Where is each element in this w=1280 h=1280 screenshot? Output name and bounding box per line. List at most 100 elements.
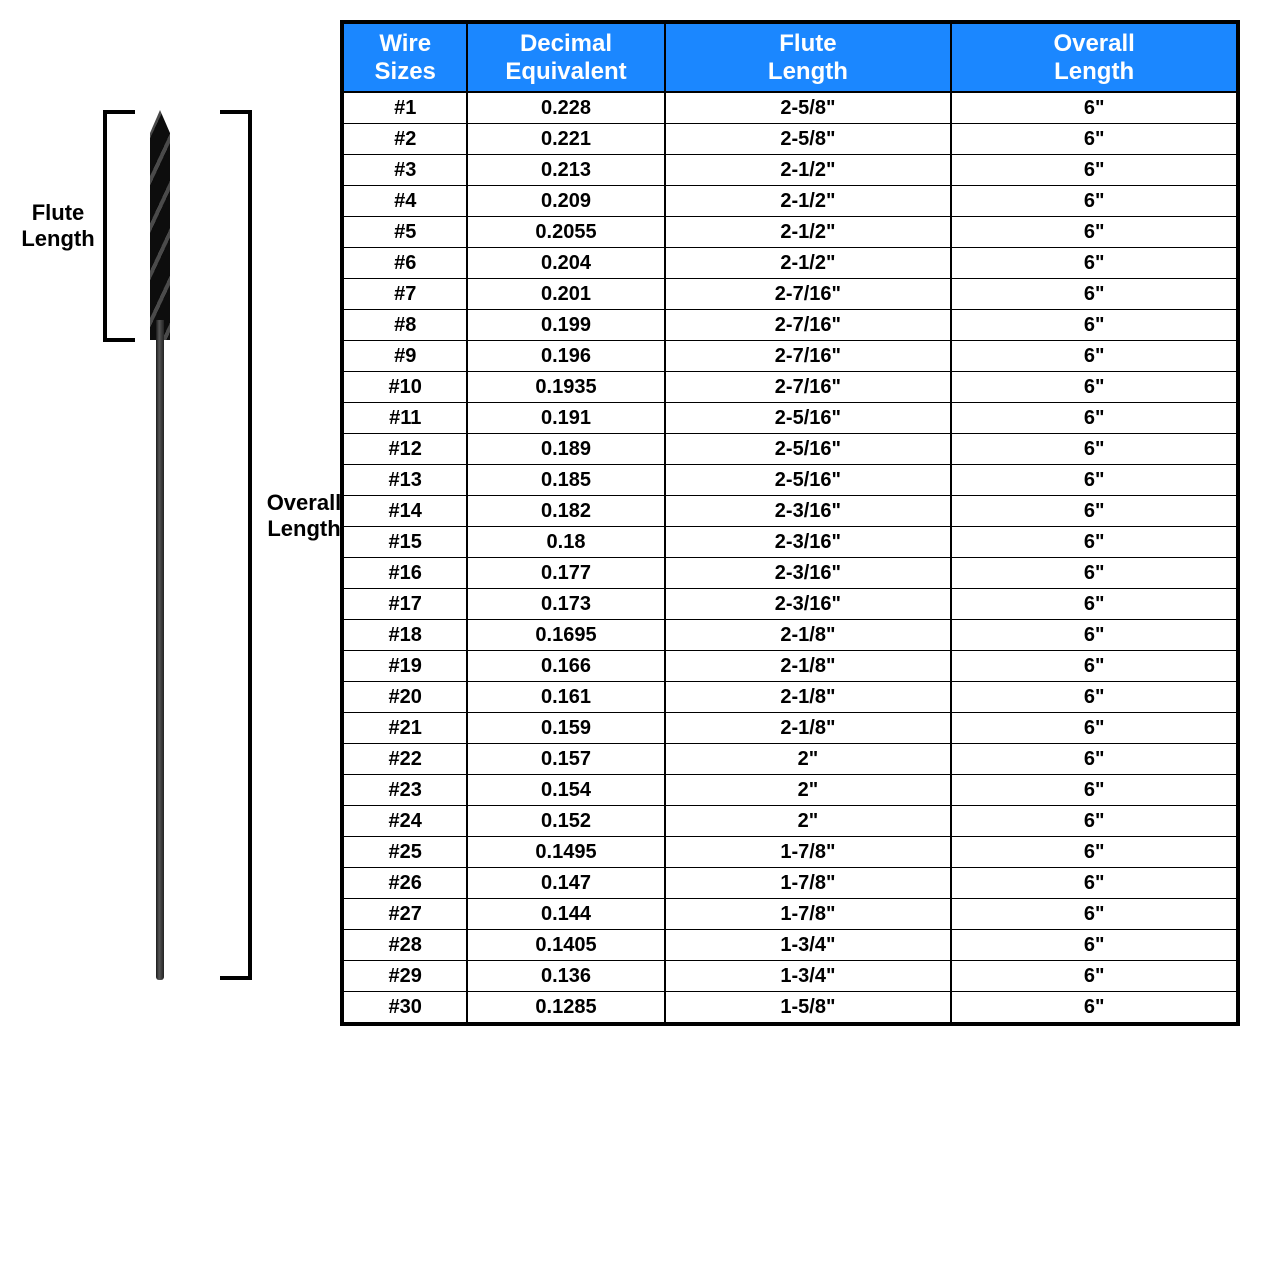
- table-cell: #16: [342, 558, 467, 589]
- table-cell: 0.152: [467, 806, 664, 837]
- table-cell: 0.173: [467, 589, 664, 620]
- table-cell: 0.166: [467, 651, 664, 682]
- size-table: WireSizes DecimalEquivalent FluteLength …: [340, 20, 1240, 1026]
- header-text: OverallLength: [1053, 30, 1134, 85]
- table-row: #250.14951-7/8"6": [342, 837, 1238, 868]
- table-cell: 0.1695: [467, 620, 664, 651]
- table-row: #230.1542"6": [342, 775, 1238, 806]
- table-cell: 6": [951, 248, 1238, 279]
- table-cell: 0.1935: [467, 372, 664, 403]
- table-cell: #4: [342, 186, 467, 217]
- table-cell: 0.157: [467, 744, 664, 775]
- table-cell: 1-7/8": [665, 899, 952, 930]
- table-row: #30.2132-1/2"6": [342, 155, 1238, 186]
- table-row: #180.16952-1/8"6": [342, 620, 1238, 651]
- flute-length-label: Flute Length: [18, 200, 98, 253]
- table-cell: #28: [342, 930, 467, 961]
- flute-bracket-icon: [103, 110, 135, 342]
- table-cell: 2-7/16": [665, 279, 952, 310]
- table-cell: #14: [342, 496, 467, 527]
- table-row: #270.1441-7/8"6": [342, 899, 1238, 930]
- table-cell: 6": [951, 434, 1238, 465]
- table-cell: #9: [342, 341, 467, 372]
- table-row: #140.1822-3/16"6": [342, 496, 1238, 527]
- table-cell: #5: [342, 217, 467, 248]
- table-row: #10.2282-5/8"6": [342, 92, 1238, 124]
- table-cell: #27: [342, 899, 467, 930]
- table-row: #200.1612-1/8"6": [342, 682, 1238, 713]
- table-cell: 0.209: [467, 186, 664, 217]
- table-cell: #11: [342, 403, 467, 434]
- table-cell: #3: [342, 155, 467, 186]
- table-cell: #6: [342, 248, 467, 279]
- table-cell: #13: [342, 465, 467, 496]
- table-cell: 2-1/8": [665, 651, 952, 682]
- table-row: #80.1992-7/16"6": [342, 310, 1238, 341]
- table-cell: 6": [951, 651, 1238, 682]
- table-cell: 0.196: [467, 341, 664, 372]
- table-cell: #15: [342, 527, 467, 558]
- table-cell: 2-5/16": [665, 434, 952, 465]
- table-cell: 6": [951, 868, 1238, 899]
- table-cell: 2-3/16": [665, 527, 952, 558]
- table-cell: 6": [951, 527, 1238, 558]
- table-cell: 6": [951, 155, 1238, 186]
- table-cell: 6": [951, 186, 1238, 217]
- table-cell: 0.1285: [467, 992, 664, 1025]
- table-cell: 0.199: [467, 310, 664, 341]
- table-cell: 2": [665, 806, 952, 837]
- table-cell: 0.18: [467, 527, 664, 558]
- col-overall-length: OverallLength: [951, 22, 1238, 92]
- table-cell: 6": [951, 713, 1238, 744]
- table-cell: 2-1/8": [665, 620, 952, 651]
- table-cell: 0.185: [467, 465, 664, 496]
- table-cell: #26: [342, 868, 467, 899]
- table-cell: 2-7/16": [665, 372, 952, 403]
- header-text: FluteLength: [768, 30, 848, 85]
- table-cell: 2-5/16": [665, 465, 952, 496]
- table-cell: 6": [951, 217, 1238, 248]
- table-row: #160.1772-3/16"6": [342, 558, 1238, 589]
- table-row: #260.1471-7/8"6": [342, 868, 1238, 899]
- table-cell: 6": [951, 620, 1238, 651]
- table-cell: #25: [342, 837, 467, 868]
- col-flute-length: FluteLength: [665, 22, 952, 92]
- table-cell: 6": [951, 403, 1238, 434]
- table-header-row: WireSizes DecimalEquivalent FluteLength …: [342, 22, 1238, 92]
- overall-length-label: Overall Length: [264, 490, 344, 543]
- table-cell: 2-1/2": [665, 248, 952, 279]
- table-cell: 6": [951, 930, 1238, 961]
- table-cell: 1-7/8": [665, 868, 952, 899]
- table-cell: 0.154: [467, 775, 664, 806]
- table-cell: #19: [342, 651, 467, 682]
- table-cell: 6": [951, 341, 1238, 372]
- table-cell: #30: [342, 992, 467, 1025]
- table-cell: 0.191: [467, 403, 664, 434]
- table-cell: 6": [951, 496, 1238, 527]
- table-row: #220.1572"6": [342, 744, 1238, 775]
- table-cell: #18: [342, 620, 467, 651]
- table-cell: 0.2055: [467, 217, 664, 248]
- table-row: #170.1732-3/16"6": [342, 589, 1238, 620]
- table-cell: 6": [951, 124, 1238, 155]
- table-cell: 2-5/8": [665, 124, 952, 155]
- table-cell: 6": [951, 961, 1238, 992]
- table-row: #120.1892-5/16"6": [342, 434, 1238, 465]
- table-cell: 6": [951, 279, 1238, 310]
- table-cell: 0.213: [467, 155, 664, 186]
- table-cell: 0.177: [467, 558, 664, 589]
- header-text: WireSizes: [375, 30, 436, 85]
- table-cell: 0.1495: [467, 837, 664, 868]
- table-cell: #24: [342, 806, 467, 837]
- table-cell: 6": [951, 837, 1238, 868]
- table-row: #40.2092-1/2"6": [342, 186, 1238, 217]
- table-cell: #2: [342, 124, 467, 155]
- table-cell: #20: [342, 682, 467, 713]
- overall-bracket-icon: [220, 110, 252, 980]
- table-cell: 0.144: [467, 899, 664, 930]
- table-cell: 2-1/8": [665, 713, 952, 744]
- table-cell: #21: [342, 713, 467, 744]
- table-cell: #1: [342, 92, 467, 124]
- table-cell: 0.159: [467, 713, 664, 744]
- table-row: #100.19352-7/16"6": [342, 372, 1238, 403]
